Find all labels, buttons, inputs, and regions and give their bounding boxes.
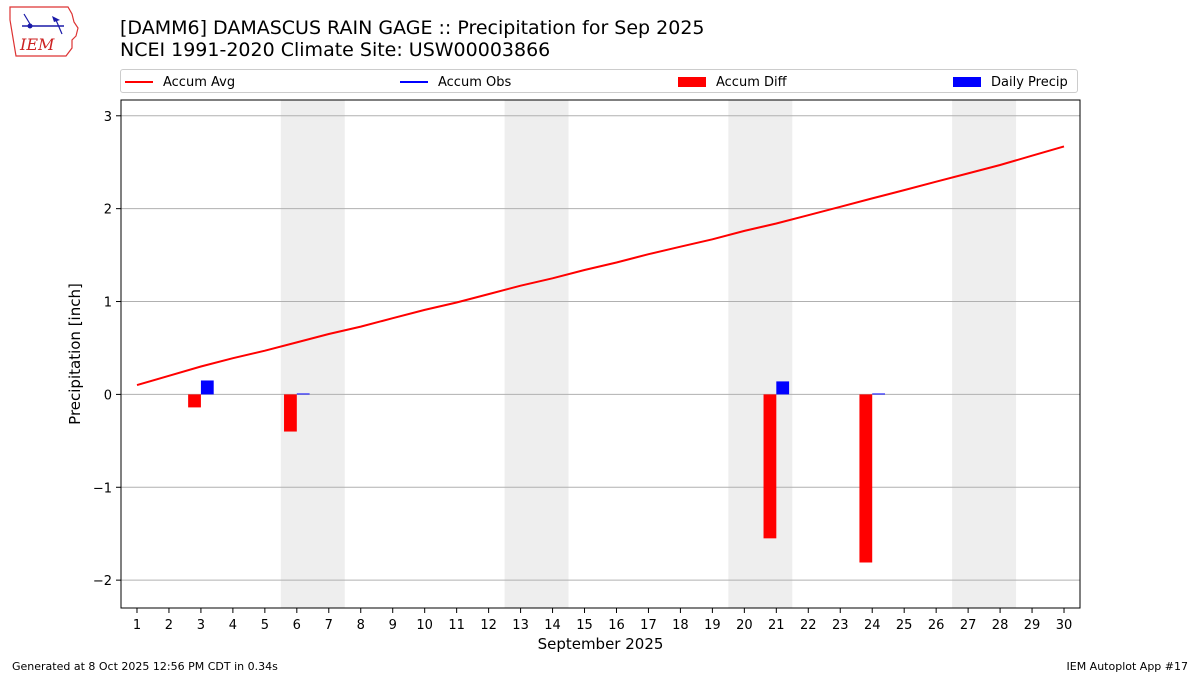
x-tick-label: 24 [864, 618, 881, 633]
footer-generated: Generated at 8 Oct 2025 12:56 PM CDT in … [12, 660, 278, 673]
legend-swatch-daily-precip [953, 77, 981, 87]
y-axis-label: Precipitation [inch] [66, 283, 84, 425]
x-tick-label: 29 [1024, 618, 1041, 633]
weekend-shade [952, 100, 1017, 608]
x-tick-label: 17 [640, 618, 657, 633]
chart-title: [DAMM6] DAMASCUS RAIN GAGE :: Precipitat… [120, 17, 705, 39]
daily-precip-bar [872, 393, 886, 395]
iem-logo: IEM [9, 6, 79, 57]
accum-diff-bar [859, 394, 873, 563]
legend-label-accum-avg: Accum Avg [163, 74, 236, 90]
x-tick-label: 4 [229, 618, 237, 633]
y-tick-label: 1 [104, 296, 112, 311]
x-axis-label: September 2025 [538, 635, 664, 653]
x-tick-label: 28 [992, 618, 1009, 633]
x-tick-label: 7 [325, 618, 333, 633]
legend-swatch-accum-diff [678, 77, 706, 87]
x-tick-label: 20 [736, 618, 753, 633]
x-tick-label: 8 [357, 618, 365, 633]
x-tick-label: 9 [389, 618, 397, 633]
legend-label-daily-precip: Daily Precip [991, 74, 1068, 90]
logo-text: IEM [19, 35, 55, 54]
x-tick-label: 12 [480, 618, 497, 633]
iowa-outline-icon [9, 6, 79, 57]
chart-subtitle: NCEI 1991-2020 Climate Site: USW00003866 [120, 39, 551, 61]
x-tick-label: 1 [133, 618, 141, 633]
footer-app: IEM Autoplot App #17 [1066, 660, 1189, 673]
x-tick-label: 26 [928, 618, 945, 633]
x-tick-label: 13 [512, 618, 529, 633]
legend-item-accum-avg: Accum Avg [125, 73, 235, 91]
x-tick-label: 22 [800, 618, 817, 633]
weekend-shade [280, 100, 345, 608]
x-tick-label: 30 [1056, 618, 1073, 633]
x-tick-label: 11 [448, 618, 465, 633]
x-tick-label: 14 [544, 618, 561, 633]
x-tick-label: 16 [608, 618, 625, 633]
x-tick-label: 21 [768, 618, 785, 633]
y-tick-label: −2 [93, 574, 112, 589]
x-tick-label: 27 [960, 618, 977, 633]
daily-precip-bar [296, 393, 310, 395]
x-tick-label: 25 [896, 618, 913, 633]
accum-diff-bar [188, 394, 201, 408]
legend-swatch-accum-avg [125, 81, 153, 83]
y-tick-label: −1 [93, 481, 112, 496]
accum-diff-bar [763, 394, 777, 539]
accum-avg-line [136, 145, 1065, 387]
y-tick-label: 0 [104, 388, 112, 403]
weekend-shade [728, 100, 793, 608]
legend-item-accum-diff: Accum Diff [678, 73, 787, 91]
legend-swatch-accum-obs [400, 81, 428, 83]
daily-precip-bar [200, 380, 214, 395]
x-tick-label: 18 [672, 618, 689, 633]
legend-label-accum-diff: Accum Diff [716, 74, 787, 90]
x-tick-label: 23 [832, 618, 849, 633]
legend: Accum Avg Accum Obs Accum Diff Daily Pre… [120, 69, 1078, 93]
x-tick-label: 10 [416, 618, 433, 633]
y-tick-label: 2 [104, 203, 112, 218]
legend-label-accum-obs: Accum Obs [438, 74, 512, 90]
accum-diff-bar [284, 394, 297, 432]
weekend-shade [504, 100, 569, 608]
x-tick-label: 2 [165, 618, 173, 633]
x-tick-label: 3 [197, 618, 205, 633]
legend-item-accum-obs: Accum Obs [400, 73, 511, 91]
x-tick-label: 15 [576, 618, 593, 633]
daily-precip-bar [776, 381, 790, 395]
x-tick-label: 5 [261, 618, 269, 633]
y-tick-label: 3 [104, 110, 112, 125]
x-tick-label: 19 [704, 618, 721, 633]
plot-frame [120, 99, 1081, 609]
x-tick-label: 6 [293, 618, 301, 633]
legend-item-daily-precip: Daily Precip [953, 73, 1068, 91]
